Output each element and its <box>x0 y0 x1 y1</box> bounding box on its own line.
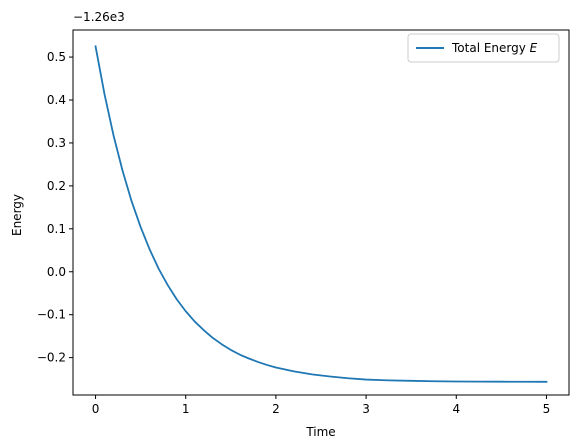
plot-area: 0 1 2 3 4 5 −0.2 −0.1 0.0 0.1 0.2 0.3 0.4 0.5 <box>37 29 570 416</box>
y-tick-label-0: −0.2 <box>37 351 66 365</box>
x-tick-label-0: 0 <box>92 402 100 416</box>
y-tick-label-4: 0.2 <box>47 179 66 193</box>
y-offset-text: −1.26e3 <box>73 10 125 24</box>
x-tick-label-4: 4 <box>452 402 460 416</box>
axes-frame <box>72 29 570 396</box>
legend-box <box>407 33 560 63</box>
legend-series-label: Total Energy E <box>451 41 538 55</box>
y-tick-label-1: −0.1 <box>37 308 66 322</box>
legend: Total Energy E <box>407 33 560 63</box>
y-axis-label: Energy <box>10 194 24 236</box>
legend-series-math: E <box>530 41 538 55</box>
y-tick-label-6: 0.4 <box>47 93 66 107</box>
x-axis-label: Time <box>305 425 335 439</box>
legend-series-name: Total Energy <box>451 41 530 55</box>
y-tick-label-5: 0.3 <box>47 136 66 150</box>
y-tick-label-2: 0.0 <box>47 265 66 279</box>
x-tick-label-2: 2 <box>272 402 280 416</box>
series-line-0 <box>94 45 548 383</box>
y-tick-label-7: 0.5 <box>47 50 66 64</box>
x-tick-label-3: 3 <box>362 402 370 416</box>
y-tick-label-3: 0.1 <box>47 222 66 236</box>
x-tick-label-1: 1 <box>182 402 190 416</box>
x-tick-label-5: 5 <box>543 402 551 416</box>
